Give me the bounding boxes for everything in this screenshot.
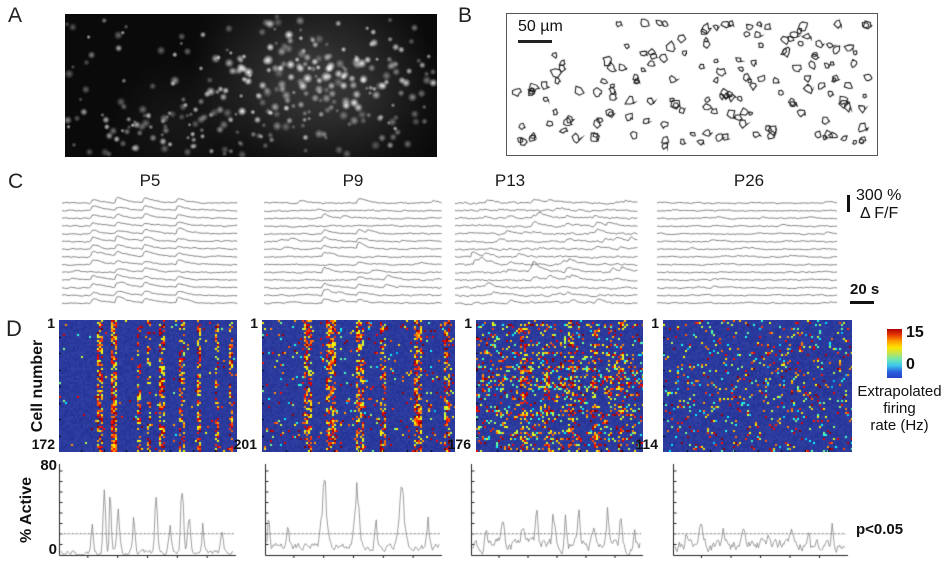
active-plot-p26 [672,462,849,558]
panel-b-scalebar-label: 50 µm [518,18,563,35]
panel-c-label: C [8,170,24,193]
trace-block-p26 [655,196,840,306]
heatmap-p9-bottom-label: 201 [233,436,257,452]
active-ymax-label: 80 [40,457,57,474]
time-scale-label: 20 s [850,281,880,298]
heatmap-p26-top-label: 1 [651,315,659,331]
panel-a-label: A [8,4,23,27]
colorbar-min-label: 0 [906,356,915,373]
heatmap-p26-bottom-label: 114 [635,436,658,452]
colorbar-title-line3: rate (Hz) [870,417,929,434]
panel-b-label: B [458,4,473,27]
panel-b-scalebar [518,40,552,43]
panel-a-fluorescence-image [65,14,437,157]
heatmap-p26 [663,320,852,452]
age-header-p13: P13 [494,171,526,190]
colorbar-title: Extrapolated firing rate (Hz) [842,383,951,434]
df-f-scale-unit: Δ F/F [860,205,899,222]
active-plot-p9 [264,462,443,558]
panel-b-cell-outline-map [506,13,878,156]
colorbar-title-line1: Extrapolated [857,383,942,400]
active-axis-label: % Active [18,476,35,544]
age-header-p9: P9 [342,171,364,190]
colorbar-title-line2: firing [883,400,916,417]
age-header-p5: P5 [139,171,161,190]
heatmap-p5-bottom-label: 172 [31,436,55,452]
heatmap-p5 [59,320,237,452]
colorbar-max-label: 15 [906,324,924,341]
heatmap-p9-top-label: 1 [250,315,258,331]
trace-block-p13 [453,196,640,306]
trace-block-p9 [262,196,444,306]
time-scalebar [850,301,874,304]
heatmap-p9 [262,320,455,452]
cell-number-axis-label: Cell number [29,339,46,433]
trace-block-p5 [60,196,240,306]
heatmap-p13 [476,320,643,452]
active-plot-p5 [58,462,237,558]
panel-d-label: D [6,316,22,341]
heatmap-p5-top-label: 1 [47,315,55,331]
active-ymin-label: 0 [48,541,57,558]
active-plot-p13 [470,462,644,558]
firing-rate-colorbar [887,329,902,378]
significance-label: p<0.05 [856,521,904,538]
heatmap-p13-top-label: 1 [464,315,472,331]
age-header-p26: P26 [733,171,765,190]
df-f-scale-value: 300 % [856,187,902,204]
df-f-scalebar [847,195,850,212]
heatmap-p13-bottom-label: 176 [447,436,471,452]
